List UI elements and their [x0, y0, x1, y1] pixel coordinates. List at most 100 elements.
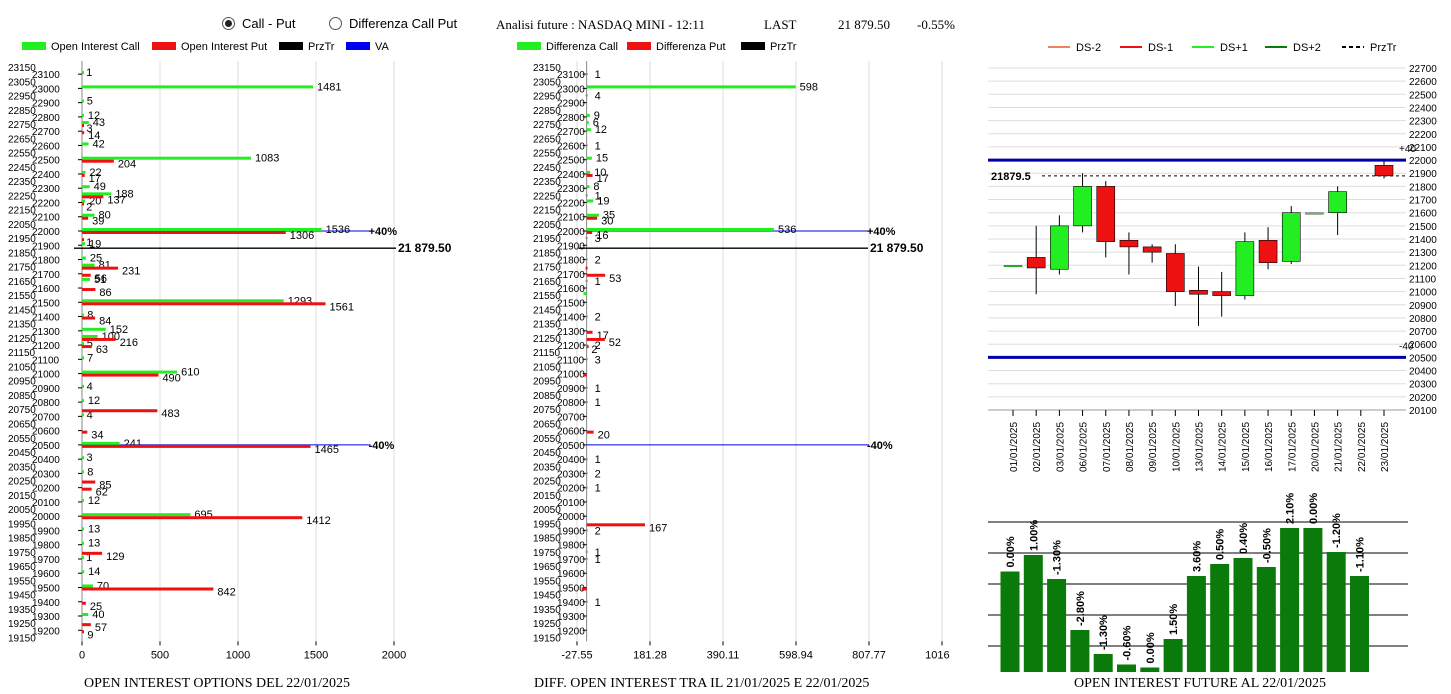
diff-strike-label: 23100: [557, 70, 585, 81]
diff-strike-label: 19900: [557, 526, 585, 537]
radio-call-put-label: Call - Put: [242, 16, 296, 31]
diff-small-value: 1: [595, 454, 601, 466]
diff-legend-1-swatch: [627, 42, 651, 50]
radio-differenza[interactable]: Differenza Call Put: [329, 16, 457, 31]
candle-date-label: 15/01/2025: [1241, 422, 1252, 472]
diff-strike-label: 22650: [533, 134, 561, 145]
diff-small-mark: [585, 358, 588, 361]
diff-put-bar: [586, 430, 594, 434]
diff-strike-label: 20100: [557, 498, 585, 509]
diff-small-value: 1: [595, 483, 601, 495]
candle-y-label: 20800: [1409, 314, 1437, 325]
candle-y-label: 22400: [1409, 103, 1437, 114]
oi-strike-label: 21700: [32, 270, 60, 281]
diff-call-bar: [586, 199, 594, 203]
oi-strike-label: 23100: [32, 70, 60, 81]
oi-strike-label: 19750: [8, 548, 36, 559]
oi-call-value: 188: [115, 188, 133, 200]
candle-body: [1305, 212, 1324, 215]
oi-fut-bar-label: 0.40%: [1238, 523, 1250, 554]
diff-strike-label: 20600: [557, 427, 585, 438]
diff-strike-label: 20800: [557, 398, 585, 409]
diff-strike-label: 21100: [557, 355, 585, 366]
oi-legend-1-swatch: [152, 42, 176, 50]
diff-small-mark: [585, 344, 588, 347]
diff-strike-label: 22600: [557, 141, 585, 152]
diff-strike-label: 21400: [557, 313, 585, 324]
oi-fut-bar: [1023, 555, 1043, 672]
diff-strike-label: 22100: [557, 213, 585, 224]
diff-put-value: 30: [601, 216, 613, 228]
oi-put-bar: [82, 623, 91, 627]
oi-put-bar: [82, 173, 85, 177]
diff-strike-label: 23000: [557, 84, 585, 95]
oi-strike-label: 21800: [32, 256, 60, 267]
oi-fut-bar: [1350, 576, 1369, 672]
diff-strike-label: 19150: [533, 633, 561, 644]
diff-call-value: 19: [597, 195, 609, 207]
diff-strike-label: 22300: [557, 184, 585, 195]
oi-strike-label: 22700: [32, 127, 60, 138]
diff-strike-label: 19600: [557, 569, 585, 580]
oi-strike-label: 21850: [8, 248, 36, 259]
radio-call-put[interactable]: Call - Put: [222, 16, 295, 31]
oi-call-bar: [82, 370, 178, 374]
oi-strike-label: 19700: [32, 555, 60, 566]
oi-strike-label: 19900: [32, 526, 60, 537]
oi-put-value: 1561: [330, 301, 354, 313]
oi-call-value: 1: [86, 67, 92, 79]
candle-body: [1003, 265, 1023, 267]
oi-price-label: 21 879.50: [398, 241, 452, 255]
diff-strike-label: 21000: [557, 370, 585, 381]
diff-legend-0-label: Differenza Call: [546, 41, 618, 53]
oi-fut-bar-label: -1.10%: [1355, 537, 1367, 572]
candle-y-label: 22600: [1409, 77, 1437, 88]
candle-date-label: 14/01/2025: [1218, 422, 1229, 472]
oi-put-bar: [82, 551, 103, 555]
candle-date-label: 02/01/2025: [1032, 422, 1043, 472]
diff-strike-label: 22250: [533, 191, 561, 202]
oi-call-value: 1536: [326, 224, 350, 236]
diff-strike-label: 19950: [533, 519, 561, 530]
oi-strike-label: 23150: [8, 63, 36, 74]
diff-strike-label: 21800: [557, 256, 585, 267]
oi-call-value: 4: [87, 381, 93, 393]
oi-strike-label: 21000: [32, 370, 60, 381]
oi-put-value: 216: [120, 337, 138, 349]
candle-y-label: 20600: [1409, 340, 1437, 351]
oi-strike-label: 21050: [8, 362, 36, 373]
diff-strike-label: 19850: [533, 534, 561, 545]
diff-strike-label: 22150: [533, 206, 561, 217]
diff-call-value: 12: [595, 124, 607, 136]
diff-strike-label: 19300: [557, 612, 585, 623]
diff-strike-label: 22200: [557, 198, 585, 209]
diff-small-mark: [585, 557, 588, 560]
oi-call-bar: [82, 227, 322, 231]
oi-put-bar: [82, 316, 96, 320]
oi-put-value: 9: [87, 629, 93, 641]
caption-middle: DIFF. OPEN INTEREST TRA IL 21/01/2025 E …: [534, 676, 870, 691]
oi-strike-label: 22800: [32, 113, 60, 124]
oi-call-bar: [82, 142, 89, 146]
oi-fut-bar: [1233, 558, 1253, 672]
oi-call-bar: [82, 456, 84, 460]
oi-strike-label: 23050: [8, 77, 36, 88]
oi-x-tick-label: 1500: [304, 649, 328, 661]
diff-legend-2-label: PrzTr: [770, 41, 797, 53]
oi-put-bar: [82, 587, 214, 591]
oi-put-value: 57: [95, 622, 107, 634]
diff-strike-label: 22750: [533, 120, 561, 131]
diff-strike-label: 20750: [533, 405, 561, 416]
diff-put-value: 17: [597, 173, 609, 185]
candle-price-label: 21879.5: [991, 171, 1031, 183]
oi-strike-label: 22650: [8, 134, 36, 145]
diff-strike-label: 22400: [557, 170, 585, 181]
diff-strike-label: 20050: [533, 505, 561, 516]
candle-y-label: 21900: [1409, 169, 1437, 180]
oi-fut-bar-label: 0.00%: [1005, 536, 1017, 567]
diff-call-bar: [586, 227, 774, 231]
oi-put-value: 204: [118, 159, 136, 171]
diff-x-tick-label: -27.55: [561, 649, 592, 661]
diff-strike-label: 21050: [533, 362, 561, 373]
oi-call-value: 13: [88, 523, 100, 535]
